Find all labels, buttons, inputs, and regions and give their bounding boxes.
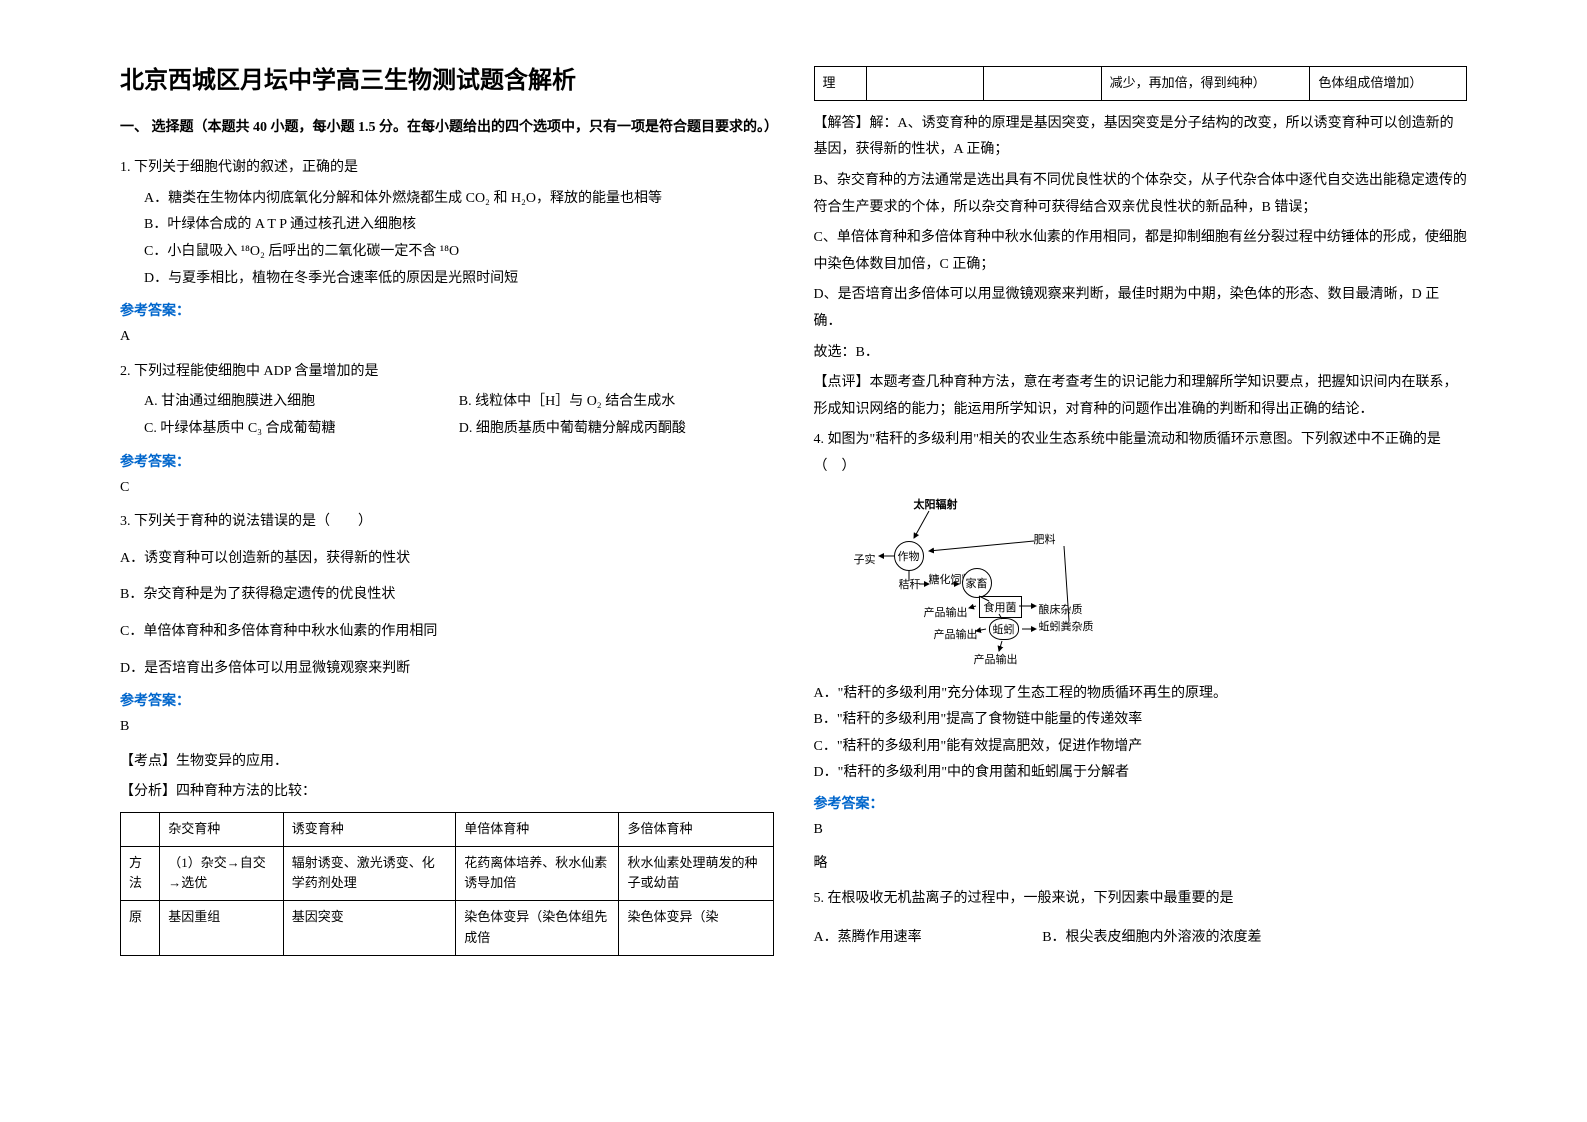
question-5: 5. 在根吸收无机盐离子的过程中，一般来说，下列因素中最重要的是 A．蒸腾作用速… <box>814 886 1468 951</box>
q1-option-b: B．叶绿体合成的 A T P 通过核孔进入细胞核 <box>120 212 774 239</box>
q4-option-a: A．"秸秆的多级利用"充分体现了生态工程的物质循环再生的原理。 <box>814 681 1468 708</box>
table-cell: 花药离体培养、秋水仙素诱导加倍 <box>456 846 619 901</box>
q3-option-b: B．杂交育种是为了获得稳定遗传的优良性状 <box>120 582 774 609</box>
diagram-livestock-node: 家畜 <box>962 568 992 598</box>
explanation-line: D、是否培育出多倍体可以用显微镜观察来判断，最佳时期为中期，染色体的形态、数目最… <box>814 282 1468 335</box>
diagram-straw-label: 秸秆 <box>899 576 921 592</box>
diagram-sun-label: 太阳辐射 <box>914 496 958 512</box>
q3-analysis: 【分析】四种育种方法的比较： <box>120 779 774 806</box>
question-4: 4. 如图为"秸秆的多级利用"相关的农业生态系统中能量流动和物质循环示意图。下列… <box>814 427 1468 480</box>
table-cell: 多倍体育种 <box>619 812 773 846</box>
table-cell: 辐射诱变、激光诱变、化学药剂处理 <box>283 846 455 901</box>
breeding-table-continued: 理 减少，再加倍，得到纯种） 色体组成倍增加） <box>814 66 1468 101</box>
q1-option-d: D．与夏季相比，植物在冬季光合速率低的原因是光照时间短 <box>120 266 774 293</box>
table-cell <box>121 812 160 846</box>
explanation-line: 故选：B． <box>814 340 1468 367</box>
left-column: 北京西城区月坛中学高三生物测试题含解析 一、 选择题（本题共 40 小题，每小题… <box>100 60 794 1082</box>
question-1: 1. 下列关于细胞代谢的叙述，正确的是 A．糖类在生物体内彻底氧化分解和体外燃烧… <box>120 155 774 292</box>
q4-answer-label: 参考答案： <box>814 793 1468 813</box>
table-cell: 基因重组 <box>160 901 284 956</box>
document-title: 北京西城区月坛中学高三生物测试题含解析 <box>120 60 774 95</box>
table-cell: 染色体变异（染 <box>619 901 773 956</box>
explanation-line: 【点评】本题考查几种育种方法，意在考查考生的识记能力和理解所学知识要点，把握知识… <box>814 370 1468 423</box>
diagram-output-1: 产品输出 <box>924 604 968 620</box>
table-row: 方法 （1）杂交→自交→选优 辐射诱变、激光诱变、化学药剂处理 花药离体培养、秋… <box>121 846 774 901</box>
explanation-line: C、单倍体育种和多倍体育种中秋水仙素的作用相同，都是抑制细胞有丝分裂过程中纺锤体… <box>814 225 1468 278</box>
table-cell: 单倍体育种 <box>456 812 619 846</box>
q3-point: 【考点】生物变异的应用． <box>120 749 774 776</box>
q1-option-c: C．小白鼠吸入 ¹⁸O₂ 后呼出的二氧化碳一定不含 ¹⁸O <box>120 239 774 266</box>
q2-option-a: A. 甘油通过细胞膜进入细胞 <box>144 389 459 416</box>
q3-option-c: C．单倍体育种和多倍体育种中秋水仙素的作用相同 <box>120 619 774 646</box>
q4-option-c: C．"秸秆的多级利用"能有效提高肥效，促进作物增产 <box>814 734 1468 761</box>
table-cell: 色体组成倍增加） <box>1310 67 1467 101</box>
diagram-brewing-label: 酿床杂质 <box>1039 601 1083 617</box>
table-cell: 减少，再加倍，得到纯种） <box>1101 67 1310 101</box>
table-cell: 杂交育种 <box>160 812 284 846</box>
table-header-row: 杂交育种 诱变育种 单倍体育种 多倍体育种 <box>121 812 774 846</box>
table-cell: 理 <box>814 67 866 101</box>
table-cell: 原 <box>121 901 160 956</box>
q3-text: 3. 下列关于育种的说法错误的是（ ） <box>120 509 774 536</box>
q1-answer: A <box>120 324 774 351</box>
diagram-seed-label: 子实 <box>854 551 876 567</box>
diagram-output-2: 产品输出 <box>934 626 978 642</box>
q4-omit: 略 <box>814 851 1468 878</box>
q4-option-b: B．"秸秆的多级利用"提高了食物链中能量的传递效率 <box>814 707 1468 734</box>
q3-answer: B <box>120 714 774 741</box>
q5-option-a: A．蒸腾作用速率 <box>814 925 1043 952</box>
question-2: 2. 下列过程能使细胞中 ADP 含量增加的是 A. 甘油通过细胞膜进入细胞 B… <box>120 359 774 443</box>
q1-answer-label: 参考答案： <box>120 300 774 320</box>
q2-option-b: B. 线粒体中［H］与 O₂ 结合生成水 <box>459 389 774 416</box>
q4-text: 4. 如图为"秸秆的多级利用"相关的农业生态系统中能量流动和物质循环示意图。下列… <box>814 427 1468 480</box>
q4-answer: B <box>814 817 1468 844</box>
right-column: 理 减少，再加倍，得到纯种） 色体组成倍增加） 【解答】解：A、诱变育种的原理是… <box>794 60 1488 1082</box>
q2-answer-label: 参考答案： <box>120 451 774 471</box>
breeding-methods-table: 杂交育种 诱变育种 单倍体育种 多倍体育种 方法 （1）杂交→自交→选优 辐射诱… <box>120 812 774 956</box>
q2-option-d: D. 细胞质基质中葡萄糖分解成丙酮酸 <box>459 416 774 443</box>
table-cell: 基因突变 <box>283 901 455 956</box>
q1-option-a: A．糖类在生物体内彻底氧化分解和体外燃烧都生成 CO₂ 和 H₂O，释放的能量也… <box>120 186 774 213</box>
table-cell <box>866 67 983 101</box>
diagram-mushroom-node: 食用菌 <box>979 596 1022 618</box>
q4-option-d: D．"秸秆的多级利用"中的食用菌和蚯蚓属于分解者 <box>814 760 1468 787</box>
diagram-fertilizer-label: 肥料 <box>1034 531 1056 547</box>
table-cell: 染色体变异（染色体组先成倍 <box>456 901 619 956</box>
table-cell: 秋水仙素处理萌发的种子或幼苗 <box>619 846 773 901</box>
explanation-line: 【解答】解：A、诱变育种的原理是基因突变，基因突变是分子结构的改变，所以诱变育种… <box>814 111 1468 164</box>
q5-option-b: B．根尖表皮细胞内外溶液的浓度差 <box>1042 925 1467 952</box>
table-cell: 方法 <box>121 846 160 901</box>
table-cell: 诱变育种 <box>283 812 455 846</box>
diagram-crop-node: 作物 <box>894 541 924 571</box>
q2-answer: C <box>120 475 774 502</box>
table-row: 理 减少，再加倍，得到纯种） 色体组成倍增加） <box>814 67 1467 101</box>
ecosystem-diagram: 太阳辐射 子实 作物 肥料 秸秆 糖化饲料 家畜 产品输出 食用菌 酿床杂质 产… <box>854 496 1154 666</box>
q5-text: 5. 在根吸收无机盐离子的过程中，一般来说，下列因素中最重要的是 <box>814 886 1468 913</box>
q2-option-c: C. 叶绿体基质中 C₃ 合成葡萄糖 <box>144 416 459 443</box>
table-cell: （1）杂交→自交→选优 <box>160 846 284 901</box>
diagram-output-3: 产品输出 <box>974 651 1018 667</box>
section-header: 一、 选择题（本题共 40 小题，每小题 1.5 分。在每小题给出的四个选项中，… <box>120 115 774 140</box>
q3-option-a: A．诱变育种可以创造新的基因，获得新的性状 <box>120 546 774 573</box>
q1-text: 1. 下列关于细胞代谢的叙述，正确的是 <box>120 155 774 182</box>
question-3: 3. 下列关于育种的说法错误的是（ ） A．诱变育种可以创造新的基因，获得新的性… <box>120 509 774 682</box>
diagram-earthworm-node: 蚯蚓 <box>989 618 1019 640</box>
q3-answer-label: 参考答案： <box>120 690 774 710</box>
diagram-earthworm-waste: 蚯蚓粪杂质 <box>1039 621 1094 633</box>
table-row: 原 基因重组 基因突变 染色体变异（染色体组先成倍 染色体变异（染 <box>121 901 774 956</box>
q3-option-d: D．是否培育出多倍体可以用显微镜观察来判断 <box>120 656 774 683</box>
explanation-line: B、杂交育种的方法通常是选出具有不同优良性状的个体杂交，从子代杂合体中逐代自交选… <box>814 168 1468 221</box>
table-cell <box>984 67 1101 101</box>
q2-text: 2. 下列过程能使细胞中 ADP 含量增加的是 <box>120 359 774 386</box>
